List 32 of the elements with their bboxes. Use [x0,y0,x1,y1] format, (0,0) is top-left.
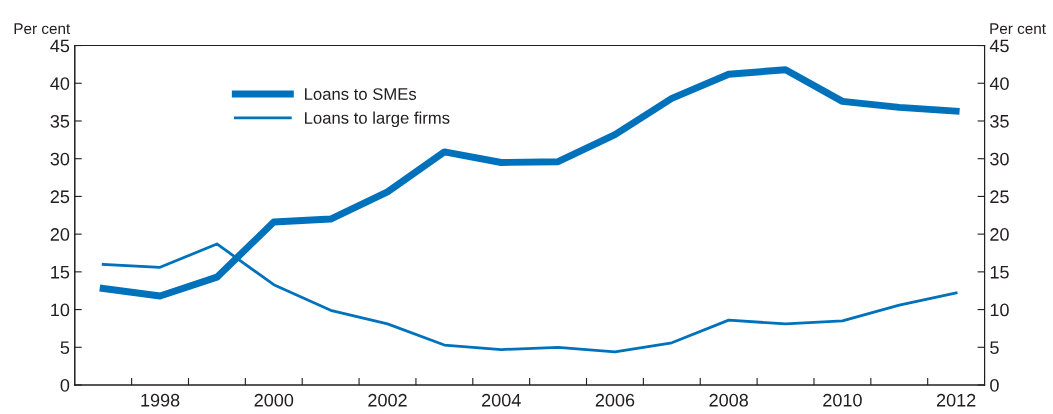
y2-tick-label: 15 [990,265,1009,279]
y2-tick-label: 35 [990,114,1009,128]
y-tick-label: 40 [50,77,70,90]
y-tick-label: 15 [51,265,70,279]
y-tick-label: 5 [60,341,70,355]
y-axis-title: Per cent [14,23,71,35]
x-tick-label: 2000 [254,393,294,407]
x-tick-label: 2012 [936,393,976,407]
y-tick-label: 0 [60,378,70,392]
y2-tick-label: 30 [990,152,1009,166]
legend-label: Loans to SMEs [305,88,417,100]
y2-tick-label: 25 [990,190,1009,204]
y2-tick-label: 10 [990,303,1009,317]
x-tick-label: 2006 [595,393,635,407]
y2-axis-title: Per cent [990,23,1046,35]
y-tick-label: 20 [50,228,70,241]
x-tick-label: 2004 [482,393,521,407]
x-tick-label: 2010 [823,393,862,407]
x-tick-label: 1998 [141,393,180,407]
y2-tick-label: 40 [989,77,1009,90]
legend-label: Loans to large firms [305,111,450,128]
y2-tick-label: 0 [990,378,999,392]
y2-tick-label: 5 [990,341,999,355]
y-tick-label: 30 [50,152,70,166]
x-tick-label: 2002 [368,393,407,407]
y2-tick-label: 45 [989,39,1009,53]
y-tick-label: 10 [51,303,70,317]
y2-tick-label: 20 [990,228,1009,241]
y-tick-label: 45 [50,39,70,53]
x-tick-label: 2008 [709,393,748,407]
y-tick-label: 35 [50,114,70,128]
y-tick-label: 25 [50,190,70,204]
